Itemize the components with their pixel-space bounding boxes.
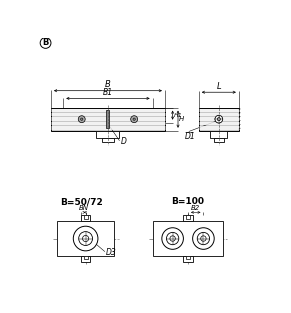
- Text: D1: D1: [185, 132, 196, 141]
- Text: BN: BN: [79, 205, 89, 211]
- Circle shape: [162, 228, 183, 249]
- Bar: [81, 256, 90, 262]
- Bar: [183, 256, 193, 262]
- Circle shape: [193, 228, 214, 249]
- Bar: [102, 138, 114, 142]
- Bar: [51, 108, 165, 131]
- Circle shape: [217, 118, 220, 121]
- Bar: [57, 221, 114, 256]
- Bar: [186, 215, 190, 218]
- Bar: [186, 256, 190, 259]
- Bar: [199, 108, 239, 131]
- Text: D3: D3: [106, 248, 116, 257]
- Bar: [81, 215, 90, 221]
- Text: H: H: [179, 116, 184, 122]
- Text: H1: H1: [174, 113, 182, 118]
- Bar: [96, 131, 120, 138]
- Text: B: B: [105, 80, 111, 89]
- Circle shape: [73, 226, 98, 251]
- Text: B=100: B=100: [171, 197, 205, 206]
- Text: B=50/72: B=50/72: [61, 197, 103, 206]
- Bar: [183, 215, 193, 221]
- Text: B: B: [42, 38, 49, 48]
- Circle shape: [197, 232, 210, 245]
- Circle shape: [170, 236, 175, 241]
- Text: B1: B1: [103, 88, 113, 97]
- Text: B2: B2: [191, 205, 200, 211]
- Circle shape: [201, 236, 206, 241]
- Circle shape: [83, 235, 89, 242]
- Bar: [153, 221, 223, 256]
- Text: L: L: [217, 82, 221, 91]
- Bar: [107, 110, 109, 128]
- Circle shape: [131, 116, 138, 123]
- Bar: [210, 131, 227, 138]
- Circle shape: [40, 38, 51, 48]
- Bar: [84, 215, 88, 218]
- Bar: [84, 256, 88, 259]
- Circle shape: [78, 116, 85, 123]
- Circle shape: [166, 232, 179, 245]
- Circle shape: [215, 115, 223, 123]
- Circle shape: [79, 232, 93, 245]
- Bar: [214, 138, 224, 142]
- Circle shape: [133, 118, 135, 120]
- Circle shape: [81, 118, 83, 120]
- Text: D: D: [121, 137, 127, 146]
